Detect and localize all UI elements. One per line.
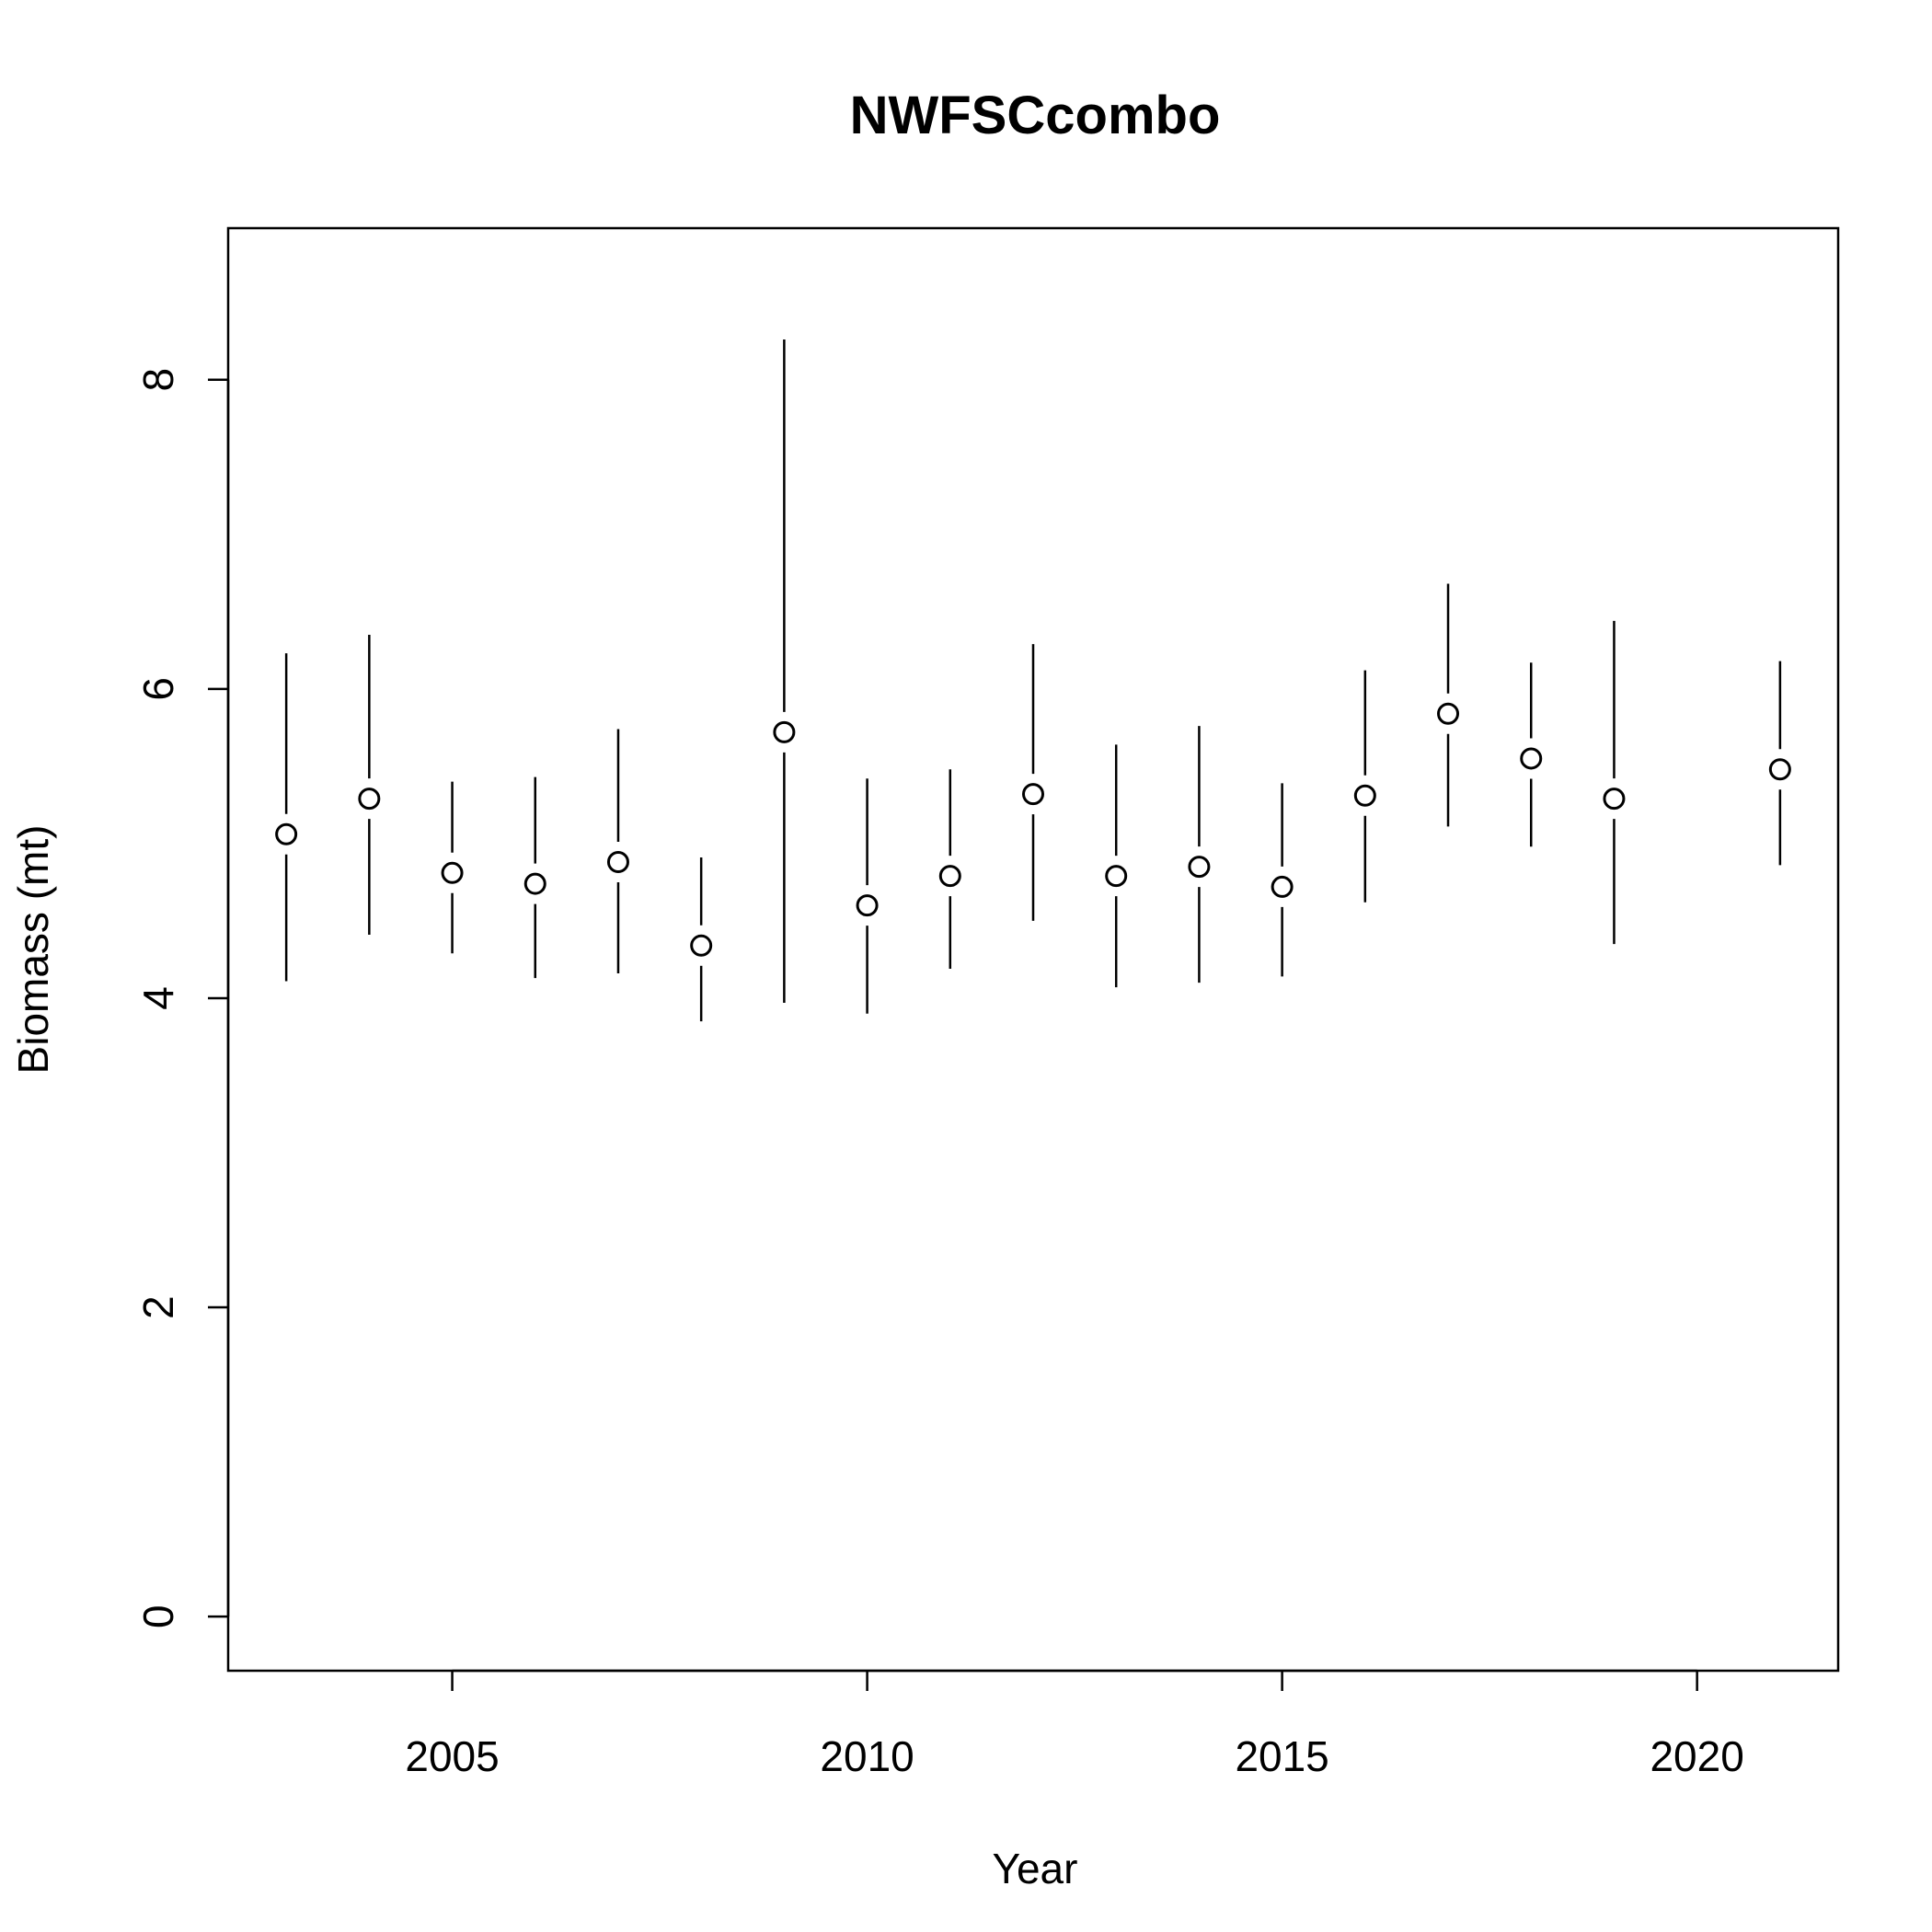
x-tick-label: 2010 bbox=[820, 1732, 914, 1780]
data-point bbox=[1437, 702, 1460, 725]
error-bars bbox=[284, 339, 1782, 1022]
chart-title: NWFSCcombo bbox=[850, 86, 1221, 145]
data-point bbox=[856, 894, 879, 917]
y-tick-label: 8 bbox=[134, 368, 182, 392]
data-point bbox=[1353, 784, 1376, 807]
data-point bbox=[1603, 788, 1626, 811]
x-tick-label: 2005 bbox=[405, 1732, 499, 1780]
y-axis: 0 2 4 6 8 bbox=[134, 368, 230, 1628]
data-point bbox=[606, 851, 629, 874]
data-points bbox=[275, 702, 1791, 957]
x-tick-label: 2020 bbox=[1650, 1732, 1743, 1780]
data-point bbox=[275, 822, 298, 845]
data-point bbox=[441, 861, 464, 884]
data-point bbox=[1520, 747, 1543, 770]
data-point bbox=[1768, 758, 1791, 781]
data-point bbox=[1188, 856, 1211, 879]
y-tick-label: 6 bbox=[134, 677, 182, 701]
plot-frame bbox=[226, 226, 1840, 1673]
data-point bbox=[773, 720, 796, 743]
x-axis-label: Year bbox=[993, 1845, 1078, 1892]
data-point bbox=[1271, 875, 1294, 898]
data-point bbox=[938, 865, 961, 888]
x-tick-label: 2015 bbox=[1235, 1732, 1328, 1780]
data-point bbox=[358, 788, 381, 811]
data-point bbox=[1022, 783, 1044, 806]
y-tick-label: 2 bbox=[134, 1295, 182, 1319]
y-tick-label: 0 bbox=[134, 1604, 182, 1628]
data-point bbox=[1105, 865, 1128, 888]
y-axis-label: Biomass (mt) bbox=[9, 825, 57, 1075]
y-tick-label: 4 bbox=[134, 986, 182, 1010]
data-point bbox=[690, 934, 713, 957]
data-point bbox=[523, 872, 546, 895]
x-axis: 2005 2010 2015 2020 bbox=[405, 1669, 1744, 1780]
